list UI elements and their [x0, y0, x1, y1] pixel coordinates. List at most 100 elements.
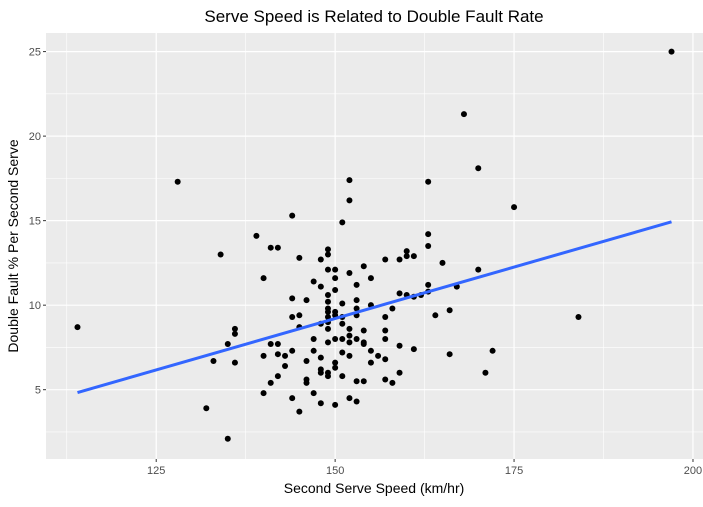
data-point	[353, 297, 360, 304]
data-point	[332, 275, 339, 282]
data-point	[274, 351, 281, 358]
data-point	[174, 178, 181, 185]
data-point	[432, 312, 439, 319]
data-point	[375, 352, 382, 359]
data-point	[425, 178, 432, 185]
data-point	[346, 352, 353, 359]
data-point	[324, 308, 331, 315]
data-point	[324, 266, 331, 273]
data-point	[403, 253, 410, 260]
data-point	[382, 256, 389, 263]
data-point	[332, 335, 339, 342]
data-point	[282, 363, 289, 370]
x-axis-title: Second Serve Speed (km/hr)	[284, 480, 465, 496]
x-tick-label: 150	[326, 465, 344, 477]
data-point	[324, 369, 331, 376]
y-tick-label: 15	[29, 216, 41, 228]
data-point	[403, 248, 410, 255]
data-point	[324, 325, 331, 332]
data-point	[446, 351, 453, 358]
x-tick-label: 200	[684, 465, 702, 477]
data-point	[296, 254, 303, 261]
data-point	[303, 357, 310, 364]
data-point	[346, 339, 353, 346]
data-point	[339, 373, 346, 380]
data-point	[446, 307, 453, 314]
trend-line	[77, 220, 672, 395]
data-point	[353, 335, 360, 342]
data-point	[367, 347, 374, 354]
data-point	[282, 352, 289, 359]
data-point	[231, 359, 238, 366]
data-point	[339, 320, 346, 327]
data-point	[360, 327, 367, 334]
data-point	[382, 335, 389, 342]
data-point	[317, 354, 324, 361]
data-point	[425, 281, 432, 288]
data-point	[217, 251, 224, 258]
data-point	[296, 408, 303, 415]
data-point	[575, 314, 582, 320]
data-point	[324, 339, 331, 346]
data-point	[231, 330, 238, 337]
data-point	[324, 251, 331, 258]
data-point	[353, 305, 360, 312]
x-axis-ticks: 125 150 175 200	[147, 459, 702, 477]
y-tick-label: 20	[29, 131, 41, 143]
data-points	[74, 48, 675, 442]
data-point	[360, 341, 367, 348]
chart-title: Serve Speed is Related to Double Fault R…	[204, 7, 543, 26]
data-point	[482, 369, 489, 376]
data-point	[339, 219, 346, 226]
data-point	[668, 48, 675, 55]
data-point	[511, 204, 518, 211]
data-point	[410, 253, 417, 260]
data-point	[382, 376, 389, 383]
y-axis-ticks: 5 10 15 20 25	[29, 47, 46, 397]
data-point	[353, 378, 360, 385]
data-point	[260, 352, 267, 359]
data-point	[231, 325, 238, 332]
data-point	[289, 347, 296, 354]
data-point	[296, 312, 303, 319]
data-point	[367, 359, 374, 366]
data-point	[289, 212, 296, 219]
data-point	[346, 325, 353, 332]
data-point	[310, 335, 317, 342]
y-axis-title: Double Fault % Per Second Serve	[5, 139, 21, 352]
data-point	[339, 300, 346, 307]
data-point	[303, 297, 310, 304]
data-point	[310, 390, 317, 397]
data-point	[489, 347, 496, 354]
data-point	[289, 295, 296, 302]
data-point	[332, 286, 339, 293]
grid-minor	[46, 33, 703, 459]
data-point	[382, 314, 389, 320]
data-point	[339, 349, 346, 356]
data-point	[274, 244, 281, 251]
data-point	[382, 356, 389, 363]
data-point	[274, 373, 281, 380]
data-point	[303, 379, 310, 386]
data-point	[396, 256, 403, 263]
data-point	[267, 379, 274, 386]
data-point	[332, 359, 339, 366]
data-point	[260, 275, 267, 282]
data-point	[289, 395, 296, 402]
data-point	[460, 111, 467, 118]
data-point	[324, 246, 331, 253]
data-point	[353, 281, 360, 288]
y-tick-label: 10	[29, 300, 41, 312]
data-point	[396, 290, 403, 297]
data-point	[382, 327, 389, 334]
data-point	[425, 231, 432, 238]
plot-panel	[46, 33, 703, 459]
grid-major	[46, 33, 703, 459]
data-point	[410, 346, 417, 353]
data-point	[317, 256, 324, 263]
data-point	[224, 341, 231, 348]
data-point	[289, 314, 296, 320]
data-point	[274, 341, 281, 348]
